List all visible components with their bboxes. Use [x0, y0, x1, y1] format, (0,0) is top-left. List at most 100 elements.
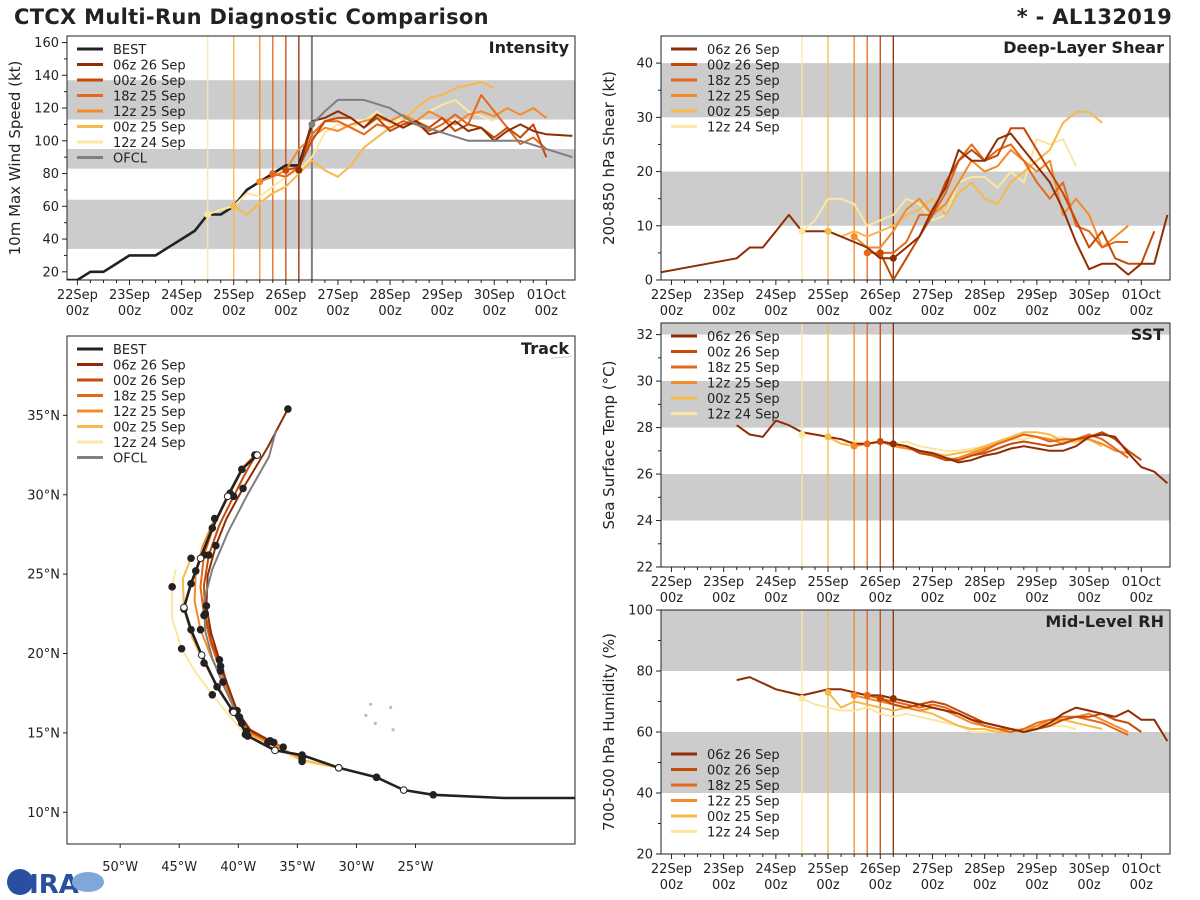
- sst-xtick-hour: 00z: [869, 591, 893, 606]
- track-xtick-label: 35°W: [279, 860, 315, 875]
- rh-init-marker: [863, 691, 871, 699]
- intensity-series-line: [311, 98, 573, 159]
- rh-series-line: [827, 691, 1103, 733]
- sst-legend-label: 12z 25 Sep: [707, 377, 780, 392]
- track-marker: [279, 743, 287, 751]
- intensity-xtick-hour: 00z: [222, 304, 246, 319]
- intensity-xtick-day: 29Sep: [422, 288, 463, 303]
- sst-init-marker: [798, 431, 806, 439]
- intensity-init-marker: [295, 166, 303, 174]
- sst-ytick-label: 28: [636, 421, 653, 436]
- intensity-xtick-day: 30Sep: [474, 288, 515, 303]
- track-island: [391, 728, 395, 732]
- intensity-series-line: [297, 110, 573, 171]
- shear-ytick-label: 30: [636, 111, 653, 126]
- track-marker: [253, 451, 262, 459]
- rh-ytick-label: 100: [628, 604, 653, 619]
- sst-series-line: [880, 431, 1142, 462]
- track-island: [373, 721, 377, 725]
- intensity-ytick-label: 120: [34, 102, 59, 117]
- shear-series-line: [853, 148, 1129, 249]
- rh-legend-label: 00z 26 Sep: [707, 764, 780, 779]
- sst-series-line: [736, 419, 1169, 485]
- shear-series-line: [661, 132, 1169, 276]
- track-ytick-label: 35°N: [27, 409, 60, 424]
- rh-band: [661, 732, 1170, 793]
- intensity-legend-label: BEST: [113, 43, 146, 58]
- track-marker: [238, 719, 246, 728]
- shear-series-line: [801, 138, 1077, 232]
- track-legend-label: BEST: [113, 343, 146, 358]
- sst-xtick-day: 01Oct: [1122, 575, 1161, 590]
- shear-init-marker: [824, 227, 832, 235]
- intensity-ytick-label: 80: [42, 167, 59, 182]
- sst-xtick-day: 28Sep: [964, 575, 1005, 590]
- intensity-xtick-hour: 00z: [118, 304, 142, 319]
- track-legend-label: OFCL: [113, 452, 148, 467]
- rh-xtick-day: 29Sep: [1016, 862, 1057, 877]
- sst-xtick-hour: 00z: [712, 591, 736, 606]
- sst-init-marker: [824, 433, 832, 441]
- intensity-init-marker: [269, 170, 277, 178]
- intensity-band: [67, 148, 575, 169]
- rh-legend-label: 06z 26 Sep: [707, 748, 780, 763]
- shear-init-marker: [889, 254, 897, 262]
- track-ytick-label: 30°N: [27, 488, 60, 503]
- rh-xtick-hour: 00z: [1025, 878, 1049, 893]
- rh-xtick-day: 22Sep: [651, 862, 692, 877]
- rh-series-line: [866, 694, 1129, 736]
- shear-xtick-hour: 00z: [660, 304, 684, 319]
- shear-xtick-day: 29Sep: [1016, 288, 1057, 303]
- intensity-xtick-hour: 00z: [535, 304, 559, 319]
- track-legend-label: 12z 24 Sep: [113, 436, 186, 451]
- track-series-line: [203, 429, 278, 737]
- rh-band: [661, 610, 1170, 671]
- track-xtick-label: 50°W: [102, 860, 138, 875]
- track-xtick-label: 25°W: [398, 860, 434, 875]
- track-marker: [197, 651, 206, 659]
- track-marker: [238, 465, 246, 474]
- rh-xtick-hour: 00z: [712, 878, 736, 893]
- sst-xtick-day: 27Sep: [912, 575, 953, 590]
- track-island: [369, 702, 373, 706]
- sst-series-line: [854, 433, 1129, 462]
- intensity-legend-label: OFCL: [113, 152, 148, 167]
- track-marker: [334, 764, 343, 772]
- intensity-ytick-label: 40: [42, 233, 59, 248]
- shear-xtick-day: 01Oct: [1122, 288, 1161, 303]
- rh-xtick-hour: 00z: [1130, 878, 1154, 893]
- intensity-xtick-hour: 00z: [483, 304, 507, 319]
- track-ytick-label: 20°N: [27, 647, 60, 662]
- sst-xtick-hour: 00z: [1077, 591, 1101, 606]
- track-marker: [212, 541, 220, 550]
- track-marker: [271, 746, 279, 755]
- track-island: [389, 705, 393, 710]
- shear-xtick-hour: 00z: [764, 304, 788, 319]
- track-marker: [168, 583, 176, 591]
- intensity-xtick-day: 24Sep: [161, 288, 202, 303]
- logo-text: CIRA: [10, 870, 79, 900]
- shear-xtick-day: 26Sep: [860, 288, 901, 303]
- shear-frame: [660, 35, 1171, 281]
- shear-legend-label: 18z 25 Sep: [707, 74, 780, 89]
- sst-ytick-label: 24: [636, 514, 653, 529]
- sst-xtick-hour: 00z: [1025, 591, 1049, 606]
- shear-xtick-hour: 00z: [1077, 304, 1101, 319]
- track-marker: [204, 551, 213, 559]
- shear-series-line: [827, 110, 1103, 238]
- track-marker: [235, 713, 244, 721]
- shear-xtick-day: 30Sep: [1069, 288, 1110, 303]
- shear-xtick-hour: 00z: [921, 304, 945, 319]
- rh-ytick-label: 80: [636, 665, 653, 680]
- sst-xtick-hour: 00z: [816, 591, 840, 606]
- sst-init-marker: [876, 438, 884, 446]
- shear-xtick-hour: 00z: [869, 304, 893, 319]
- rh-xtick-day: 25Sep: [808, 862, 849, 877]
- rh-xtick-day: 24Sep: [755, 862, 796, 877]
- storm-id: * - AL132019: [1016, 5, 1172, 29]
- sst-xtick-hour: 00z: [973, 591, 997, 606]
- intensity-legend-label: 12z 25 Sep: [113, 105, 186, 120]
- intensity-xtick-day: 22Sep: [57, 288, 98, 303]
- sst-band: [661, 474, 1170, 521]
- track-marker: [210, 514, 219, 523]
